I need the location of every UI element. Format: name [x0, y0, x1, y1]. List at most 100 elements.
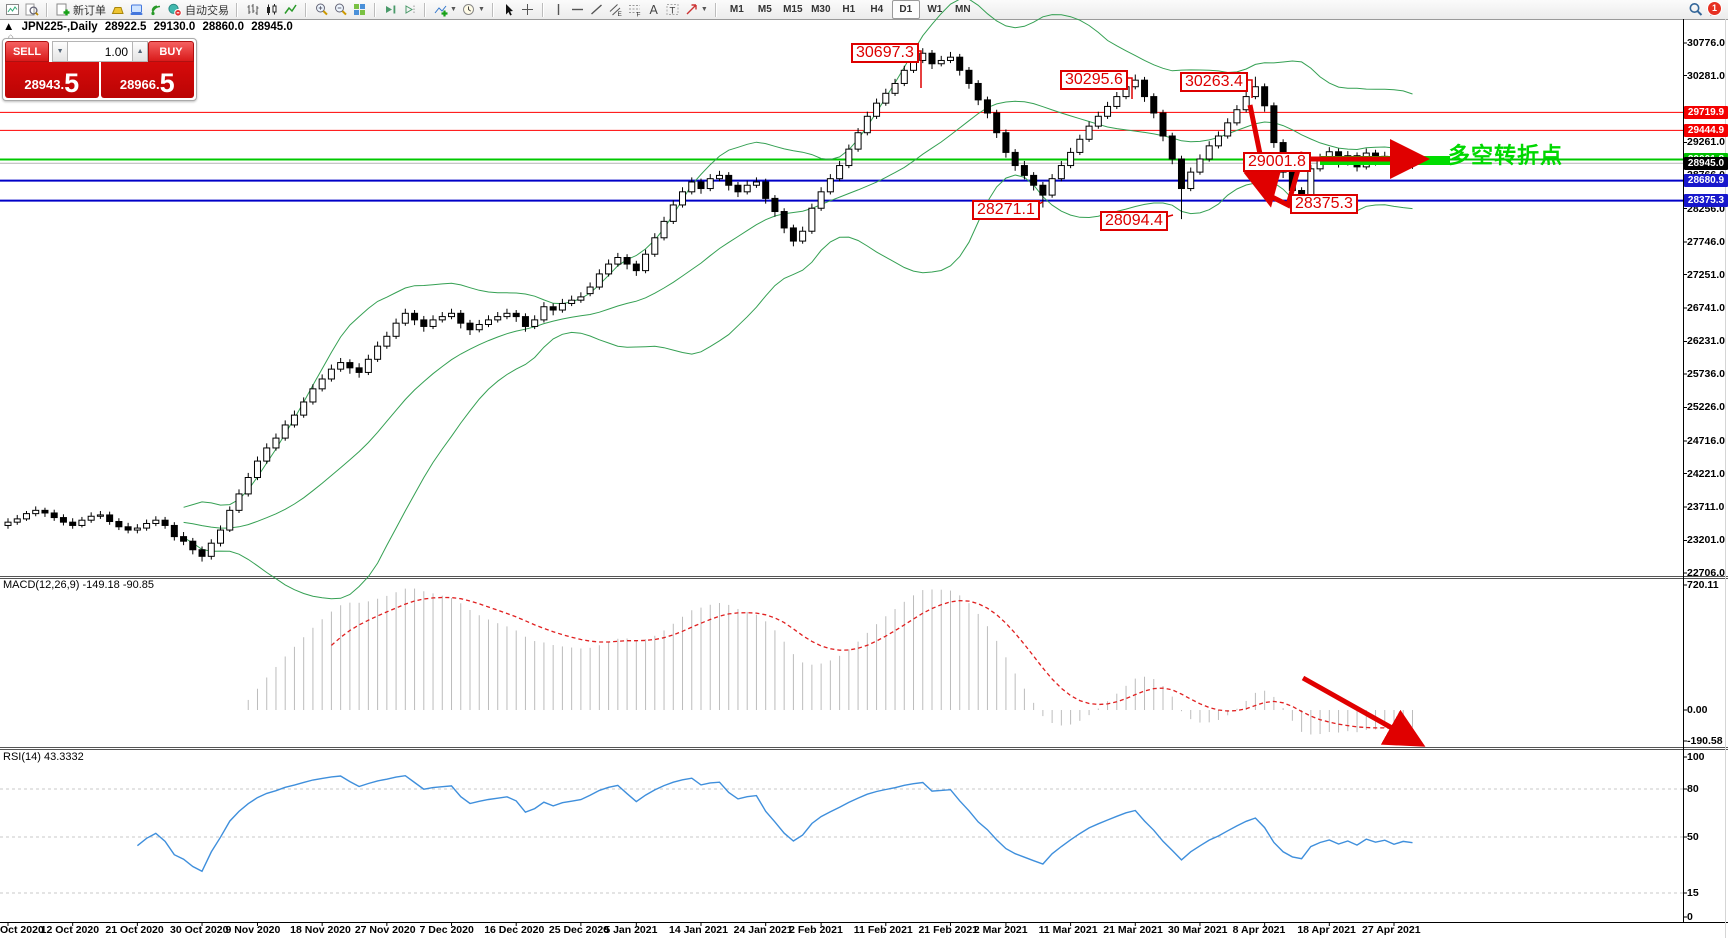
timeframe-m5[interactable]: M5	[757, 4, 772, 15]
price-badge: 29444.9	[1684, 123, 1728, 137]
timeframe-w1[interactable]: W1	[927, 4, 943, 15]
svg-text:E: E	[617, 11, 622, 17]
toolbar-separator	[541, 2, 544, 17]
volume-input[interactable]	[68, 41, 133, 62]
auto-trading-icon-label: 自动交易	[185, 4, 229, 17]
fibonacci-icon: F	[628, 5, 640, 18]
zoom-out-icon[interactable]	[331, 1, 350, 18]
macd-histogram	[247, 588, 1413, 735]
chat-icon[interactable]: 1	[1705, 1, 1724, 18]
date-label: 16 Dec 2020	[484, 924, 545, 936]
timeframe-h1[interactable]: H1	[842, 4, 856, 15]
trendline-icon[interactable]	[587, 1, 606, 18]
date-label: 30 Oct 2020	[170, 924, 229, 936]
line-mode-icon[interactable]	[281, 1, 300, 18]
date-label: 21 Feb 2021	[918, 924, 979, 936]
rsi-tick: 50	[1687, 831, 1699, 843]
profile-search-icon[interactable]	[22, 1, 41, 18]
chart-window-icon[interactable]	[3, 1, 22, 18]
dropdown-caret-icon[interactable]: ▼	[700, 6, 708, 13]
crosshair-icon[interactable]	[518, 1, 537, 18]
arrows-icon[interactable]: ▼	[682, 1, 710, 18]
price-callout[interactable]: 30295.6	[1060, 70, 1128, 90]
price-badge: 28680.9	[1684, 174, 1728, 188]
new-order-icon[interactable]: 新订单	[53, 1, 108, 18]
gold-bar-icon	[111, 7, 124, 14]
trade-panel-collapse-icon[interactable]: ◇	[8, 33, 13, 41]
notification-badge[interactable]: 1	[1707, 1, 1722, 16]
add-indicator-icon[interactable]: ▼	[431, 1, 459, 18]
macd-tick: -190.58	[1687, 735, 1723, 747]
toolbar-group: ▼ ▼	[428, 0, 490, 19]
price-callout[interactable]: 30263.4	[1180, 72, 1248, 92]
scroll-to-end-icon[interactable]	[381, 1, 400, 18]
date-label: 24 Jan 2021	[733, 924, 793, 936]
buy-price[interactable]: 28966. 5	[100, 62, 194, 98]
vertical-line-icon[interactable]	[549, 1, 568, 18]
bars-mode-icon[interactable]	[243, 1, 262, 18]
dropdown-caret-icon[interactable]: ▼	[477, 6, 485, 13]
zoom-in-icon[interactable]	[312, 1, 331, 18]
dropdown-caret-icon[interactable]: ▼	[450, 6, 457, 13]
text-label-icon[interactable]: T	[663, 1, 682, 18]
timeframe-d1[interactable]: D1	[891, 0, 920, 19]
tile-windows-icon[interactable]	[350, 1, 369, 18]
turning-point-annotation[interactable]: 多空转折点	[1448, 143, 1564, 168]
volume-decrease-button[interactable]: ▼	[52, 41, 69, 62]
zoom-out-icon	[335, 3, 347, 16]
toolbar-right: 1	[1686, 0, 1724, 19]
toolbar-group: E F A T ▼	[546, 0, 713, 19]
terminal-icon[interactable]	[127, 1, 146, 18]
auto-trading-icon[interactable]: 自动交易	[165, 1, 231, 18]
search-icon[interactable]	[1686, 1, 1705, 18]
sell-price[interactable]: 28943. 5	[5, 62, 99, 98]
toolbar-group	[496, 0, 540, 19]
chart-shift-icon	[405, 5, 415, 14]
red-arrow	[1301, 675, 1426, 747]
timeframe-bar: M1 M5 M15 M30 H1 H4 D1 W1 MN	[723, 0, 977, 19]
date-label: 18 Nov 2020	[290, 924, 351, 936]
candles-mode-icon[interactable]	[262, 1, 281, 18]
toolbar-group	[0, 0, 44, 19]
timeframe-mn[interactable]: MN	[955, 4, 971, 15]
fibonacci-icon[interactable]: F	[625, 1, 644, 18]
sell-button[interactable]: SELL	[5, 41, 50, 62]
svg-text:T: T	[669, 6, 675, 17]
gold-bar-icon[interactable]	[108, 1, 127, 18]
cursor-icon	[505, 4, 513, 16]
price-callout[interactable]: 28094.4	[1100, 211, 1168, 231]
date-label: 27 Nov 2020	[354, 924, 416, 936]
timeframe-h4[interactable]: H4	[870, 4, 884, 15]
date-label: 18 Apr 2021	[1297, 924, 1356, 936]
red-arrow	[1243, 104, 1283, 208]
chart-shift-icon[interactable]	[400, 1, 419, 18]
date-label: 30 Mar 2021	[1167, 924, 1228, 936]
signals-icon[interactable]	[146, 1, 165, 18]
timeframe-m30[interactable]: M30	[811, 4, 831, 15]
date-label: 21 Oct 2020	[105, 924, 164, 936]
buy-button[interactable]: BUY	[148, 41, 194, 62]
horizontal-level-lines	[0, 111, 1683, 202]
new-order-icon	[56, 3, 70, 16]
price-callout[interactable]: 28271.1	[972, 200, 1040, 220]
price-tick: 26231.0	[1687, 335, 1725, 348]
timeframe-m15[interactable]: M15	[783, 4, 803, 15]
price-callout[interactable]: 29001.8	[1243, 152, 1311, 172]
profile-search-icon	[25, 3, 39, 16]
periods-icon[interactable]: ▼	[459, 1, 487, 18]
macd-label: MACD(12,26,9) -149.18 -90.85	[3, 579, 155, 591]
price-callout[interactable]: 30697.3	[851, 43, 919, 63]
price-tick: 25736.0	[1687, 368, 1725, 380]
channel-icon[interactable]: E	[606, 1, 625, 18]
cursor-icon[interactable]	[499, 1, 518, 18]
date-label: 5 Jan 2021	[604, 924, 658, 936]
terminal-icon	[130, 4, 143, 15]
auto-trading-icon	[168, 3, 182, 17]
price-callout[interactable]: 28375.3	[1290, 194, 1358, 214]
text-icon[interactable]: A	[644, 1, 663, 18]
timeframe-m1[interactable]: M1	[729, 4, 744, 15]
horizontal-line-icon[interactable]	[568, 1, 587, 18]
volume-increase-button[interactable]: ▲	[132, 41, 149, 62]
svg-text:F: F	[636, 12, 640, 18]
candles-mode-icon	[267, 4, 277, 15]
